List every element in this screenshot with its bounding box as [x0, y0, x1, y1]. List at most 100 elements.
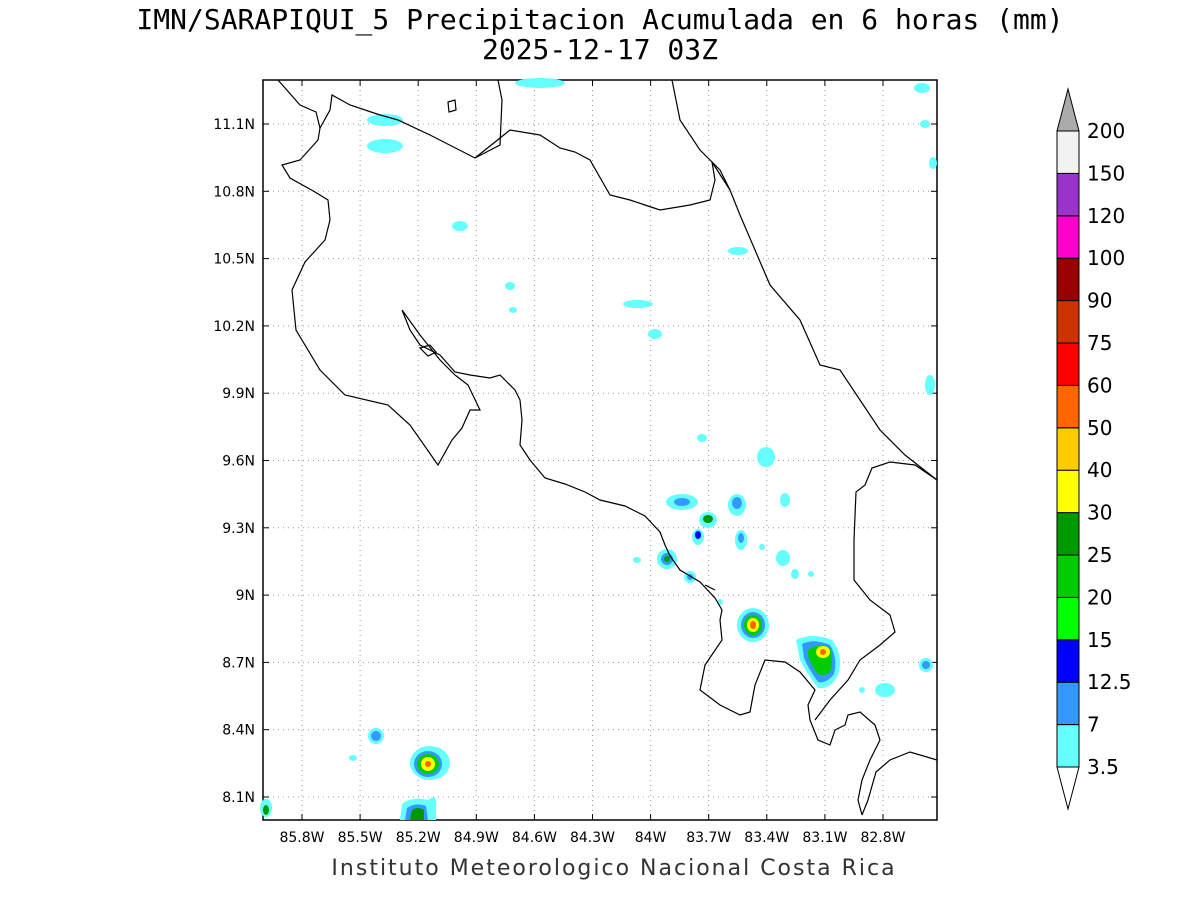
precip-cell — [695, 531, 701, 539]
colorbar-segment — [1056, 681, 1080, 726]
lat-label: 9.3N — [222, 521, 255, 537]
precip-cell — [263, 805, 269, 815]
coastlines — [277, 79, 938, 816]
lon-label: 83.7W — [686, 830, 731, 846]
lon-label: 85.5W — [338, 830, 383, 846]
colorbar-label: 120 — [1087, 204, 1125, 228]
colorbar-max-arrow — [1056, 87, 1080, 132]
axis-ticks: 11.1N 10.8N 10.5N 10.2N 9.9N 9.6N 9.3N 9N 8.7N 8.… — [213, 80, 937, 846]
precip-cell — [759, 544, 765, 550]
lat-label: 11.1N — [213, 117, 255, 133]
precip-cell — [925, 375, 935, 395]
precip-cell — [425, 761, 431, 767]
colorbar-segment — [1056, 512, 1080, 556]
colorbar-label: 50 — [1087, 416, 1112, 440]
colorbar-label: 7 — [1087, 713, 1100, 737]
lon-label: 85.2W — [396, 830, 441, 846]
colorbar-segment — [1056, 300, 1080, 344]
colorbar-segment — [1056, 639, 1080, 683]
lat-label: 10.8N — [213, 184, 255, 200]
colorbar-label: 30 — [1087, 501, 1112, 525]
precip-cell — [452, 221, 468, 231]
colorbar-label: 100 — [1087, 246, 1125, 270]
footer-credit: Instituto Meteorologico Nacional Costa R… — [331, 856, 897, 881]
colorbar-segment — [1056, 427, 1080, 471]
lon-label: 85.8W — [279, 830, 324, 846]
colorbar-label: 60 — [1087, 373, 1112, 397]
precip-cell — [515, 78, 565, 88]
precip-cell — [697, 434, 707, 442]
precip-cell — [791, 569, 799, 579]
lat-label: 10.2N — [213, 319, 255, 335]
colorbar-segment — [1056, 469, 1080, 514]
precip-cell — [808, 571, 814, 577]
precip-cell — [349, 755, 357, 761]
lake-outline — [418, 344, 437, 357]
precip-cell — [929, 157, 937, 169]
lon-label: 84.3W — [570, 830, 615, 846]
colorbar-label: 40 — [1087, 458, 1112, 482]
colorbar-segment — [1056, 554, 1080, 598]
caribbean-coast — [671, 79, 938, 481]
lat-label: 9.9N — [222, 386, 255, 402]
precip-cell — [920, 120, 930, 128]
precip-cell — [664, 556, 670, 562]
lon-label: 83.1W — [802, 830, 847, 846]
colorbar-segment — [1056, 342, 1080, 386]
lon-label: 82.8W — [860, 830, 905, 846]
precip-cell — [750, 621, 756, 629]
lat-label: 8.4N — [222, 723, 255, 739]
colorbar-segment — [1056, 257, 1080, 302]
colorbar-segment — [1056, 172, 1080, 217]
lon-label: 84.9W — [454, 830, 499, 846]
colorbar-label: 20 — [1087, 585, 1112, 609]
precip-cell — [859, 687, 865, 693]
precip-cell — [367, 139, 403, 153]
colorbar-label: 200 — [1087, 119, 1125, 143]
precip-cell — [732, 497, 742, 509]
precip-cell — [505, 282, 515, 290]
lat-label: 9.6N — [222, 454, 255, 470]
map-subtitle: 2025-12-17 03Z — [481, 33, 718, 66]
coast-detail — [704, 584, 716, 591]
pacific-coast — [281, 127, 881, 816]
colorbar-segment — [1056, 724, 1080, 768]
precip-cell — [757, 447, 775, 467]
colorbar-segment — [1056, 215, 1080, 259]
precip-cell — [674, 498, 690, 506]
lon-label: 84W — [635, 830, 667, 846]
colorbar-label: 12.5 — [1087, 670, 1132, 694]
precip-cell — [820, 649, 826, 655]
lon-label: 83.4W — [744, 830, 789, 846]
precip-cell — [728, 247, 748, 255]
colorbar-label: 75 — [1087, 331, 1112, 355]
colorbar-label: 90 — [1087, 289, 1112, 313]
colorbar-label: 3.5 — [1087, 755, 1119, 779]
map-title: IMN/SARAPIQUI_5 Precipitacion Acumulada … — [136, 3, 1064, 36]
precip-cell — [371, 731, 381, 741]
precip-cell — [703, 515, 713, 523]
precip-cell — [509, 307, 517, 313]
lat-label: 8.1N — [222, 790, 255, 806]
precip-cell — [738, 533, 744, 543]
colorbar-segment — [1056, 596, 1080, 641]
colorbar-min-arrow — [1056, 766, 1080, 811]
island-outline — [447, 99, 457, 113]
precip-cell — [367, 114, 403, 126]
precip-cell — [633, 557, 641, 563]
colorbar-segment — [1056, 130, 1080, 174]
colorbar-label: 25 — [1087, 543, 1112, 567]
precip-cell — [875, 683, 895, 697]
colorbar-label: 15 — [1087, 628, 1112, 652]
colorbar: 3.5 7 12.5 15 20 25 30 40 50 60 75 90 100 120 150 200 — [1056, 87, 1132, 811]
precip-cell — [410, 808, 424, 820]
lat-label: 8.7N — [222, 655, 255, 671]
colorbar-segment — [1056, 384, 1080, 429]
precip-cell — [922, 661, 930, 669]
plot-frame — [262, 79, 938, 821]
nicaragua-border — [277, 79, 503, 159]
colorbar-label: 150 — [1087, 161, 1125, 185]
nicaragua-coast — [474, 129, 731, 211]
precip-cell — [648, 329, 662, 339]
precip-cell — [623, 300, 653, 308]
